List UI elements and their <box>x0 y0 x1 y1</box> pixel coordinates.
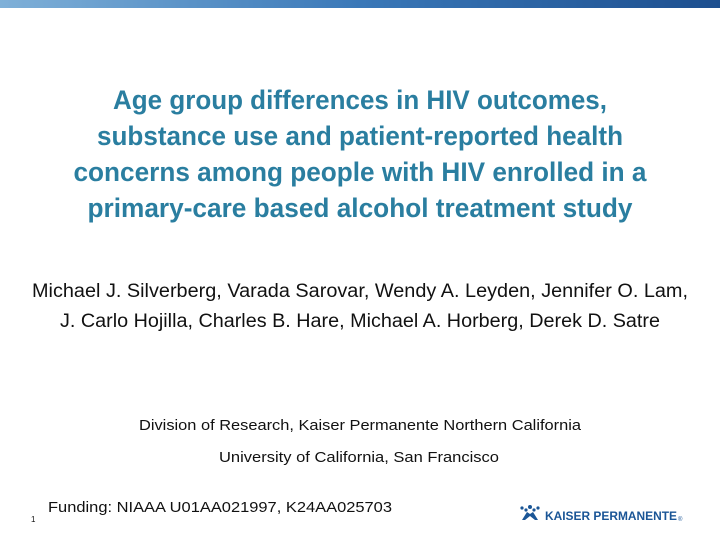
authors-line: J. Carlo Hojilla, Charles B. Hare, Micha… <box>60 311 660 332</box>
authors-line: Michael J. Silverberg, Varada Sarovar, W… <box>32 281 688 302</box>
top-bar <box>0 0 720 8</box>
logo-mark: ® <box>678 516 683 523</box>
title-line: substance use and patient-reported healt… <box>97 121 623 151</box>
title-line: concerns among people with HIV enrolled … <box>74 157 648 187</box>
funding: Funding: NIAAA U01AA021997, K24AA025703 <box>48 499 392 516</box>
logo-icon <box>520 505 540 520</box>
affiliation: University of California, San Francisco <box>219 449 499 466</box>
affiliation: Division of Research, Kaiser Permanente … <box>139 417 582 434</box>
title-line: primary-care based alcohol treatment stu… <box>88 193 633 223</box>
slide-number: 1 <box>31 515 36 524</box>
title-line: Age group differences in HIV outcomes, <box>113 85 607 115</box>
logo-text: KAISER PERMANENTE <box>545 509 677 523</box>
